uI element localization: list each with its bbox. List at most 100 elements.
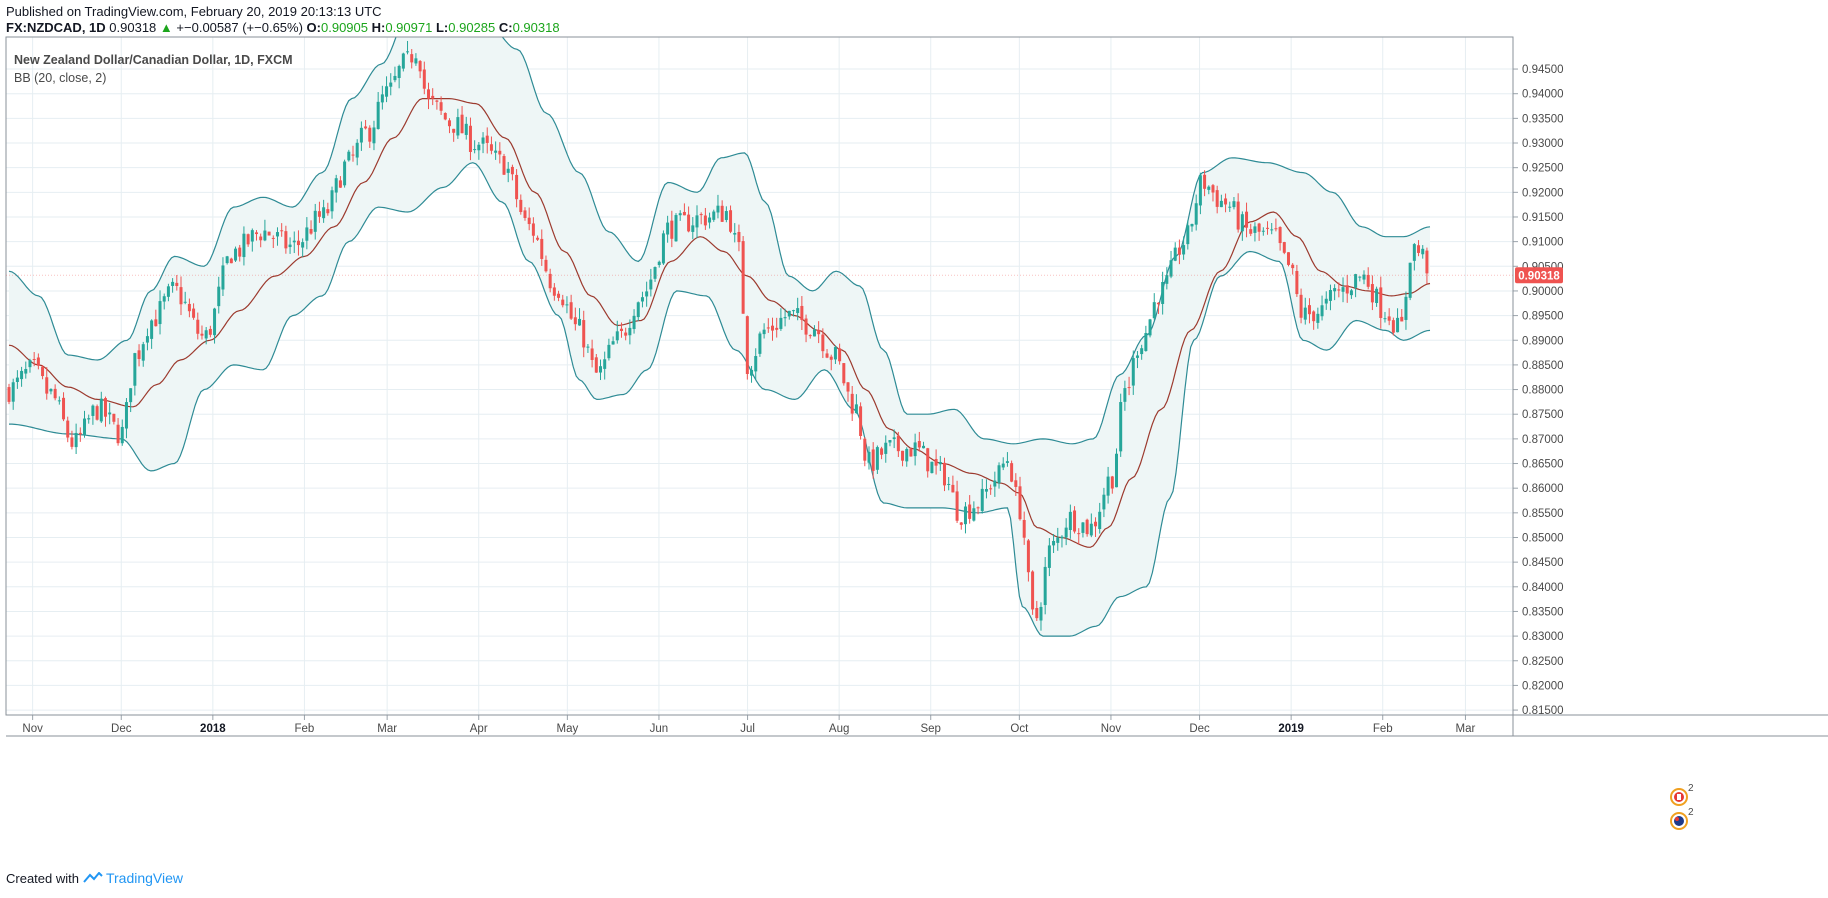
candle [691,217,695,240]
candle [225,255,229,265]
candle [53,384,57,401]
candle-body [963,506,967,525]
candle [867,446,871,470]
candle-body [716,205,720,213]
candle-body [95,406,99,420]
candle [1400,309,1404,322]
candle [758,331,762,357]
candle [385,76,389,103]
candle-body [1119,402,1123,452]
candle [854,394,858,414]
candle-body [821,334,825,352]
candle [519,194,523,215]
candle [1018,476,1022,521]
candle-body [754,356,758,372]
x-tick-label: 2019 [1278,723,1304,735]
candle-body [1341,287,1345,292]
candle-body [959,522,963,525]
axes: 0.94500 0.94000 0.93500 0.93000 0.92500 0.920… [5,36,1828,737]
candle-body [619,328,623,332]
candles [7,40,1429,631]
canada-flag-icon[interactable]: 2 [1670,783,1694,806]
candle [632,309,636,334]
candle-body [389,82,393,87]
candle-body [787,310,791,317]
candle [838,343,842,365]
candle-body [1035,607,1039,619]
candle-body [137,350,141,360]
candle-body [1253,226,1257,233]
candle-body [1047,545,1051,568]
candle [221,257,225,297]
candle-body [1001,463,1005,468]
candle [590,339,594,368]
candle-body [401,53,405,69]
tradingview-link[interactable]: TradingView [83,870,183,886]
candle-body [141,344,145,361]
candle [1253,222,1257,242]
candle [926,447,930,478]
candle [1299,288,1303,324]
candle-body [1014,480,1018,487]
candle-body [28,360,32,368]
candle-body [947,483,951,485]
candle [1068,504,1072,539]
candle-body [1278,227,1282,244]
y-tick-label: 0.86000 [1522,483,1564,495]
candle-body [158,301,162,325]
candle-body [1052,540,1056,546]
candle [464,116,468,140]
candle [1110,475,1114,494]
candle-body [854,404,858,414]
candle-body [829,356,833,360]
candle-body [536,237,540,240]
candle [322,199,326,223]
event-markers[interactable]: 2 2 [1670,783,1694,830]
up-arrow-icon: ▲ [159,20,173,35]
candle-body [1068,511,1072,531]
candle-body [745,316,749,374]
candle [145,328,149,351]
candle [599,359,603,381]
candle [1345,274,1349,303]
x-tick-label: Nov [22,723,43,735]
candle [812,325,816,337]
candle [1236,193,1240,233]
y-tick-label: 0.91500 [1522,212,1564,224]
candle [452,128,456,142]
candle [729,205,733,234]
candle [406,40,410,55]
candle-body [1156,302,1160,305]
candle-body [317,211,321,217]
candle-body [91,405,95,416]
candle [267,231,271,236]
candle-body [1022,519,1026,538]
candle [561,294,565,308]
candle-body [1412,244,1416,261]
candle [49,388,53,395]
candle [1358,276,1362,282]
footer: Created with TradingView [6,870,183,886]
y-tick-label: 0.81500 [1522,705,1564,717]
candle [527,207,531,231]
x-tick-label: Sep [920,723,940,735]
candle [234,246,238,263]
y-tick-label: 0.87500 [1522,409,1564,421]
candle [78,427,82,442]
candle [913,433,917,466]
candle-body [154,319,158,327]
candle [393,66,397,83]
candle-body [838,348,842,362]
candle-body [87,418,91,420]
candle [255,230,259,241]
candle-body [1161,282,1165,304]
candle [1417,240,1421,257]
candle [1215,185,1219,214]
candle-body [825,353,829,358]
candle-body [1148,319,1152,336]
candle-body [1182,245,1186,255]
candle-body [187,303,191,312]
candle-body [917,441,921,448]
new-zealand-flag-icon[interactable]: 2 [1670,807,1694,830]
